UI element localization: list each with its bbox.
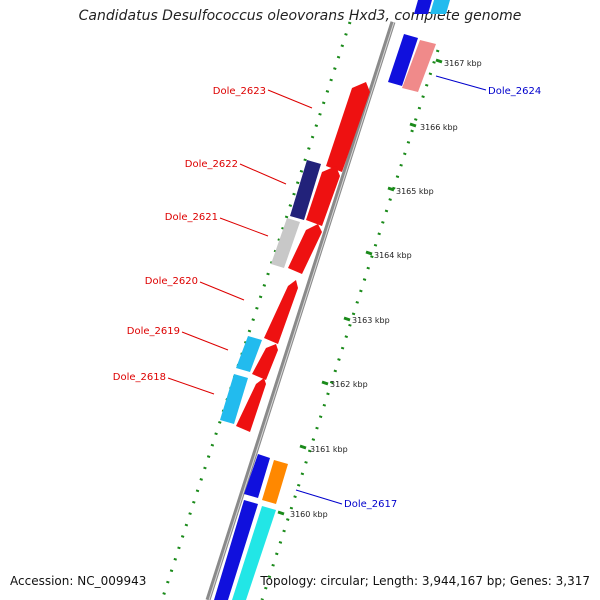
gene-label-dole-2620[interactable]: Dole_2620	[145, 276, 198, 287]
scale-label: 3164 kbp	[374, 251, 412, 260]
gene-dole-2620[interactable]	[264, 280, 298, 344]
gene-dole-2621[interactable]	[288, 224, 322, 274]
gene-dole-2619-cyan[interactable]	[236, 336, 262, 372]
scale-label: 3160 kbp	[290, 510, 328, 519]
gene-dole-2621-grey[interactable]	[271, 218, 300, 268]
genome-summary-text: Topology: circular; Length: 3,944,167 bp…	[260, 574, 590, 588]
gene-label-dole-2618[interactable]: Dole_2618	[113, 372, 166, 383]
gene-label-dole-2622[interactable]: Dole_2622	[185, 159, 238, 170]
gene-dole-2617[interactable]	[262, 460, 288, 504]
scale-label: 3161 kbp	[310, 445, 348, 454]
gene-dole-2622-navy[interactable]	[290, 160, 321, 220]
label-leader-lines	[167, 75, 487, 505]
gene-top-strips	[414, 0, 450, 14]
gene-dole-2618-cyan[interactable]	[220, 374, 248, 424]
gene-label-dole-2624[interactable]: Dole_2624	[488, 86, 541, 97]
scale-label: 3166 kbp	[420, 123, 458, 132]
gene-label-dole-2619[interactable]: Dole_2619	[127, 326, 180, 337]
gene-blue-bottom[interactable]	[214, 500, 258, 600]
scale-label: 3165 kbp	[396, 187, 434, 196]
inner-dotted-track	[260, 49, 440, 600]
gene-dole-2619[interactable]	[252, 344, 278, 380]
gene-dole-2618[interactable]	[236, 378, 266, 432]
gene-blue-lower[interactable]	[244, 454, 270, 498]
gene-dole-2624[interactable]	[402, 40, 436, 92]
genome-backbone	[205, 21, 396, 600]
genome-backbone-highlight	[208, 21, 395, 600]
gene-aqua-bottom[interactable]	[232, 506, 276, 600]
gene-label-dole-2621[interactable]: Dole_2621	[165, 212, 218, 223]
gene-dole-2622[interactable]	[306, 166, 340, 226]
gene-label-dole-2623[interactable]: Dole_2623	[213, 86, 266, 97]
scale-ticks	[277, 58, 443, 516]
scale-label: 3163 kbp	[352, 316, 390, 325]
scale-label: 3162 kbp	[330, 380, 368, 389]
map-title: Candidatus Desulfococcus oleovorans Hxd3…	[78, 8, 522, 24]
gene-dole-2623[interactable]	[326, 82, 370, 172]
scale-label: 3167 kbp	[444, 59, 482, 68]
accession-text: Accession: NC_009943	[10, 574, 147, 588]
gene-blue-top[interactable]	[388, 34, 418, 86]
gene-label-dole-2617[interactable]: Dole_2617	[344, 499, 397, 510]
